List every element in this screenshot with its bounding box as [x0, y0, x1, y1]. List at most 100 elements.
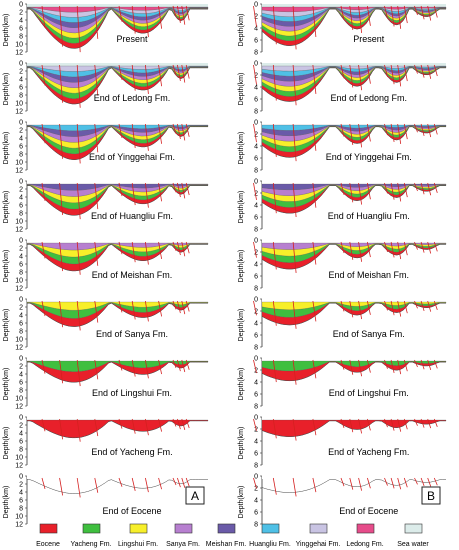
depth-tick-label: 8 [254, 227, 258, 234]
fault-line [94, 418, 99, 437]
stage-title: End of Ledong Fm. [330, 93, 407, 103]
fault-line [76, 359, 81, 387]
fault-line [340, 123, 345, 137]
fault-line [427, 359, 432, 371]
fault-line [272, 64, 277, 101]
panel-b-box [421, 486, 441, 505]
depth-tick-label: 10 [15, 219, 23, 226]
fault-line [340, 300, 345, 312]
basement-surface [261, 244, 446, 270]
fault-line [420, 182, 425, 195]
sea-water-layer [27, 4, 208, 7]
fault-line [397, 241, 402, 260]
fault-line [358, 300, 362, 320]
sea-water-layer [27, 240, 208, 243]
depth-tick-label: 8 [19, 329, 23, 336]
fault-line [272, 241, 277, 270]
depth-axis-label: Depth(km) [238, 191, 245, 224]
fault-line [390, 359, 395, 374]
depth-tick-label: 2 [254, 250, 258, 257]
fault-line [94, 5, 99, 39]
fault-line [181, 241, 186, 257]
fault-line [94, 123, 99, 153]
basement-surface [27, 185, 208, 216]
depth-tick-label: 2 [254, 191, 258, 198]
fault-line [253, 123, 257, 143]
fault-line [433, 418, 438, 427]
sea-water-layer [262, 476, 446, 479]
depth-tick-label: 2 [19, 482, 23, 489]
sea-water-layer [262, 240, 446, 243]
fault-line [427, 477, 432, 487]
depth-tick-label: 4 [254, 321, 258, 328]
fault-line [390, 300, 395, 316]
legend-label: Sanya Fm. [166, 541, 200, 548]
basement-surface [261, 420, 446, 437]
fault-line [94, 64, 99, 96]
fault-line [59, 123, 63, 159]
legend-swatch [217, 523, 236, 534]
legend-label: Lingshui Fm. [118, 541, 158, 548]
depth-tick-label: 6 [254, 274, 258, 281]
fault-line [397, 477, 402, 490]
fault-line [118, 182, 123, 197]
fault-line [349, 182, 354, 203]
fault-line [145, 182, 149, 208]
depth-tick-label: 0 [254, 238, 258, 245]
fault-line [384, 477, 388, 486]
depth-tick-label: 4 [254, 498, 258, 505]
fault-line [253, 64, 257, 85]
fault-line [312, 300, 317, 322]
stratum-ledong-fm [261, 6, 447, 12]
depth-tick-label: 6 [19, 144, 23, 151]
fault-line [118, 418, 123, 429]
fault-line [414, 418, 418, 426]
fault-line [131, 123, 136, 148]
stratum-lingshui-fm [26, 301, 209, 311]
fault-line [414, 300, 418, 309]
fault-line [41, 300, 46, 317]
sea-water-layer [27, 63, 208, 66]
fault-line [340, 5, 345, 21]
fault-line [397, 182, 402, 202]
stratum-meishan-fm [261, 183, 447, 190]
fault-line [403, 241, 408, 256]
fault-line [253, 241, 257, 258]
fault-line [312, 477, 317, 493]
stage-title: End of Eocene [102, 506, 161, 516]
depth-axis-label: Depth(km) [3, 309, 10, 342]
fault-line [292, 64, 297, 106]
section-b-8: Depth(km) 0 2 4 6 8 End of Eocene [238, 474, 446, 529]
fault-line [358, 241, 362, 262]
stage-title: End of Yinggehai Fm. [89, 152, 175, 162]
fault-line [131, 182, 136, 206]
fault-line [292, 241, 297, 273]
basement-surface [261, 479, 446, 493]
fault-line [403, 300, 408, 314]
depth-tick-label: 12 [15, 345, 23, 352]
depth-tick-label: 6 [19, 380, 23, 387]
fault-line [340, 241, 345, 254]
fault-line [427, 241, 432, 254]
legend-swatch [356, 523, 375, 534]
depth-tick-label: 10 [15, 42, 23, 49]
depth-tick-label: 6 [19, 439, 23, 446]
depth-tick-label: 10 [15, 455, 23, 462]
fault-line [253, 182, 257, 200]
depth-tick-label: 8 [254, 404, 258, 411]
depth-tick-label: 8 [19, 388, 23, 395]
fault-line [145, 64, 149, 94]
fault-line [420, 359, 425, 370]
depth-tick-label: 8 [19, 211, 23, 218]
fault-line [384, 64, 388, 77]
fault-line [118, 5, 123, 22]
fault-line [390, 182, 395, 200]
stage-title: End of Sanya Fm. [96, 329, 168, 339]
depth-tick-label: 2 [19, 305, 23, 312]
fault-line [272, 123, 277, 157]
fault-line [312, 241, 317, 265]
fault-line [367, 300, 371, 315]
fault-line [158, 123, 162, 144]
fault-line [312, 418, 317, 436]
